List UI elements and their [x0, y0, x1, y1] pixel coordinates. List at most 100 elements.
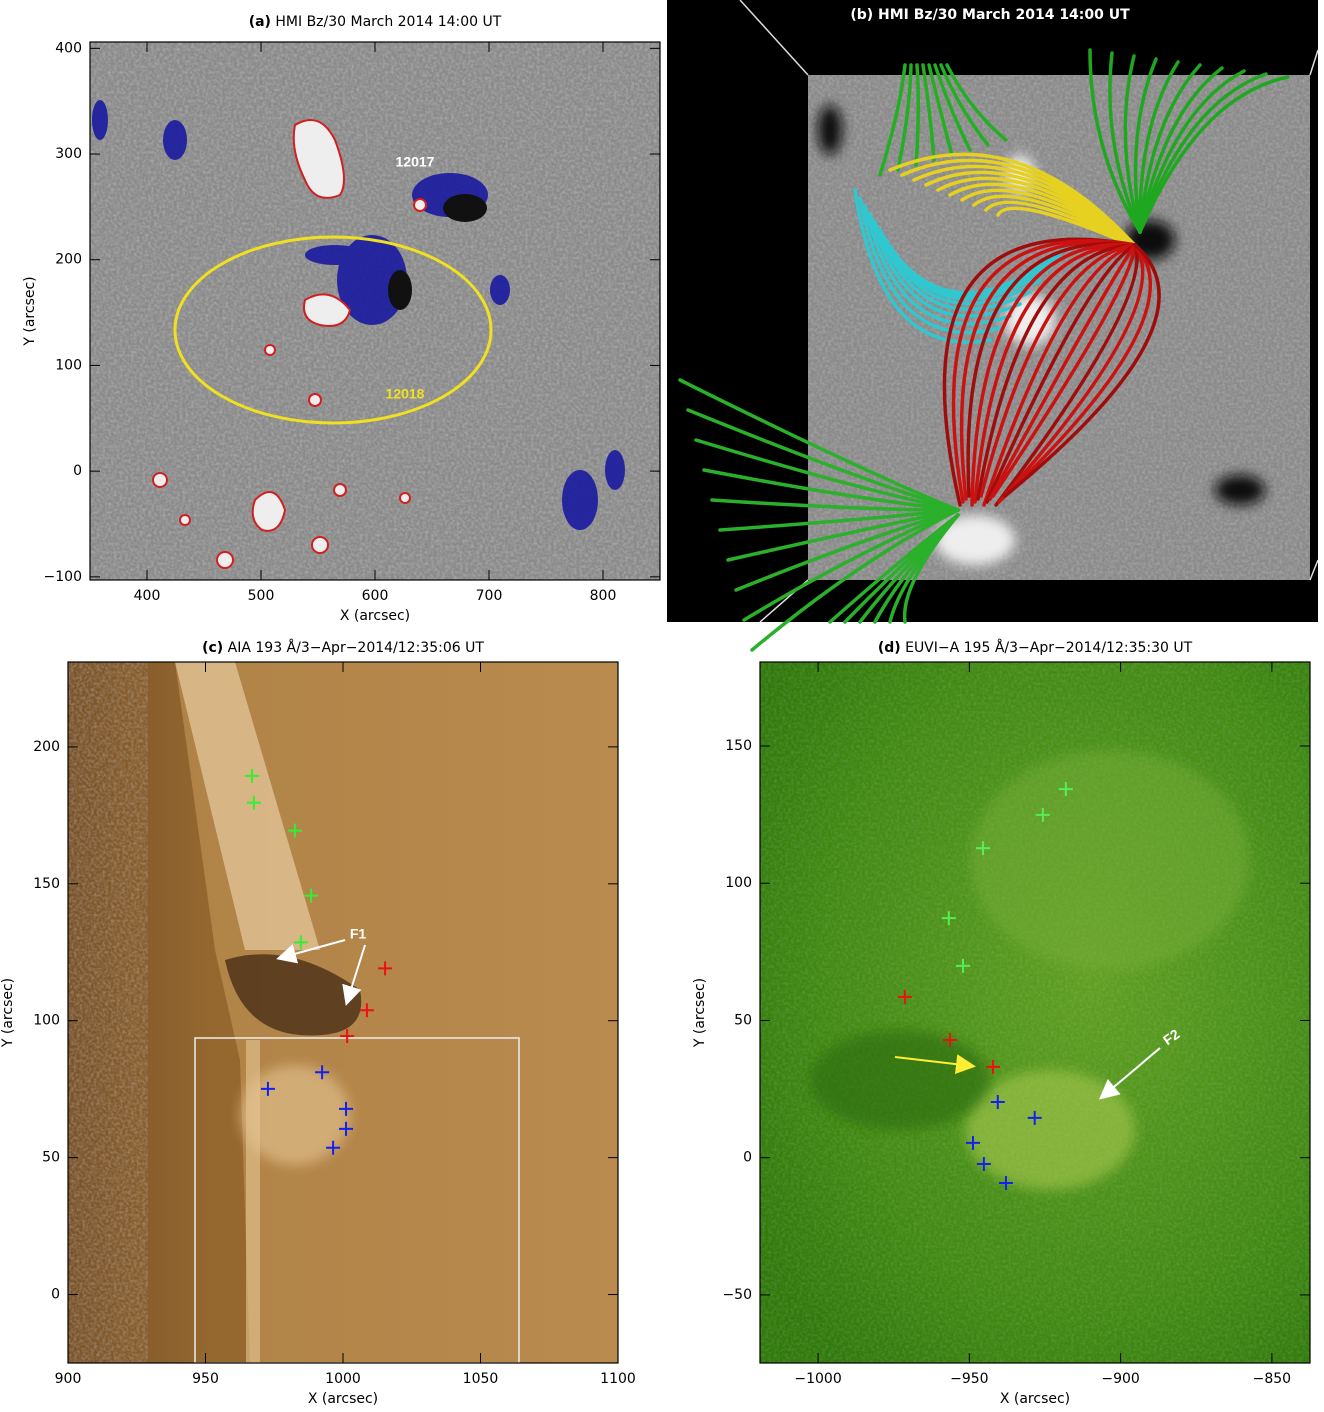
- field-line: [1138, 60, 1180, 234]
- field-line: [1123, 54, 1142, 234]
- y-tick-label: 100: [33, 1013, 60, 1029]
- x-tick-label: 800: [590, 588, 617, 604]
- cross-marker: [1027, 1110, 1042, 1125]
- x-tick-label: 400: [134, 588, 161, 604]
- x-axis-label: X (arcsec): [308, 1391, 378, 1407]
- x-tick-label: −850: [1253, 1371, 1291, 1387]
- field-line: [750, 508, 960, 652]
- y-tick-label: 0: [73, 463, 82, 479]
- title-text: HMI Bz/30 March 2014 14:00 UT: [878, 7, 1130, 23]
- cross-marker: [359, 1003, 374, 1018]
- field-line: [927, 63, 954, 157]
- field-line: [878, 63, 907, 177]
- x-tick-label: 950: [192, 1371, 219, 1387]
- x-tick-label: 1050: [463, 1371, 499, 1387]
- field-line: [686, 408, 960, 512]
- x-tick-label: 1100: [600, 1371, 636, 1387]
- field-line: [853, 188, 992, 344]
- cross-marker: [955, 958, 970, 973]
- cross-marker: [260, 1081, 275, 1096]
- cross-marker: [287, 823, 302, 838]
- field-line: [942, 237, 1137, 507]
- title-text: HMI Bz/30 March 2014 14:00 UT: [275, 14, 501, 30]
- cross-marker: [339, 1101, 354, 1116]
- cross-marker: [990, 1094, 1005, 1109]
- field-line: [924, 170, 1128, 238]
- field-line: [878, 228, 1042, 306]
- y-tick-label: 200: [33, 739, 60, 755]
- panel-title: (d) EUVI−A 195 Å/3−Apr−2014/12:35:30 UT: [878, 639, 1193, 656]
- annotation: 12018: [386, 386, 425, 402]
- cross-marker: [326, 1140, 341, 1155]
- field-line: [902, 513, 960, 624]
- cross-marker: [244, 768, 259, 783]
- panel-d-image: [760, 662, 1310, 1363]
- field-line: [1138, 75, 1290, 234]
- y-tick-label: 100: [55, 357, 82, 373]
- field-line: [1133, 57, 1158, 234]
- title-text: AIA 193 Å/3−Apr−2014/12:35:06 UT: [228, 639, 485, 656]
- field-line: [991, 243, 1137, 498]
- cross-marker: [340, 1029, 355, 1044]
- title-text: EUVI−A 195 Å/3−Apr−2014/12:35:30 UT: [905, 639, 1193, 656]
- field-line: [951, 239, 1137, 504]
- panel-label: (b): [850, 7, 873, 23]
- y-tick-label: 400: [55, 40, 82, 56]
- y-tick-label: 150: [725, 738, 752, 754]
- field-line: [710, 498, 960, 512]
- field-line: [945, 63, 1008, 142]
- y-axis-label: Y (arcsec): [0, 978, 16, 1048]
- y-tick-label: 50: [734, 1012, 752, 1028]
- field-line: [994, 243, 1139, 507]
- field-line: [1088, 48, 1142, 234]
- cross-marker: [942, 1032, 957, 1047]
- field-line: [1138, 72, 1268, 234]
- field-line: [896, 63, 913, 172]
- field-line: [1138, 63, 1202, 234]
- field-line: [1138, 66, 1224, 234]
- field-line: [694, 438, 960, 512]
- field-line: [1000, 243, 1152, 501]
- field-line: [914, 63, 921, 167]
- field-line: [893, 242, 1072, 295]
- field-line: [948, 182, 1132, 242]
- field-line: [984, 200, 1138, 248]
- y-tick-label: 0: [51, 1287, 60, 1303]
- cross-marker: [1058, 782, 1073, 797]
- field-line: [996, 206, 1140, 250]
- y-tick-label: 100: [725, 875, 752, 891]
- field-line: [678, 378, 960, 512]
- x-tick-label: 900: [55, 1371, 82, 1387]
- field-line: [726, 508, 960, 562]
- panel-title: (b) HMI Bz/30 March 2014 14:00 UT: [850, 7, 1130, 23]
- cross-marker: [293, 935, 308, 950]
- field-line: [936, 176, 1130, 240]
- cross-marker: [304, 888, 319, 903]
- y-axis-label: Y (arcsec): [22, 276, 38, 346]
- cross-marker: [965, 1135, 980, 1150]
- field-line: [1138, 69, 1246, 234]
- cross-marker: [976, 1157, 991, 1172]
- y-tick-label: 50: [42, 1150, 60, 1166]
- cross-marker: [378, 961, 393, 976]
- panel-label: (c): [202, 640, 223, 656]
- annotation: F2: [1160, 1026, 1183, 1049]
- cross-marker: [941, 911, 956, 926]
- y-axis-label: Y (arcsec): [692, 978, 708, 1048]
- x-tick-label: −950: [950, 1371, 988, 1387]
- cross-marker: [985, 1059, 1000, 1074]
- field-line: [863, 204, 1012, 326]
- panel-title: (c) AIA 193 Å/3−Apr−2014/12:35:06 UT: [202, 639, 484, 656]
- cross-marker: [998, 1175, 1013, 1190]
- x-axis-label: X (arcsec): [340, 608, 410, 624]
- y-tick-label: −100: [44, 569, 82, 585]
- field-line: [988, 243, 1137, 501]
- panel-label: (d): [878, 640, 901, 656]
- y-tick-label: 0: [743, 1150, 752, 1166]
- x-tick-label: 500: [248, 588, 275, 604]
- field-line: [734, 508, 960, 592]
- plot-frame: [759, 661, 1311, 1364]
- field-line: [973, 243, 1137, 504]
- panel-a-image: [90, 42, 660, 580]
